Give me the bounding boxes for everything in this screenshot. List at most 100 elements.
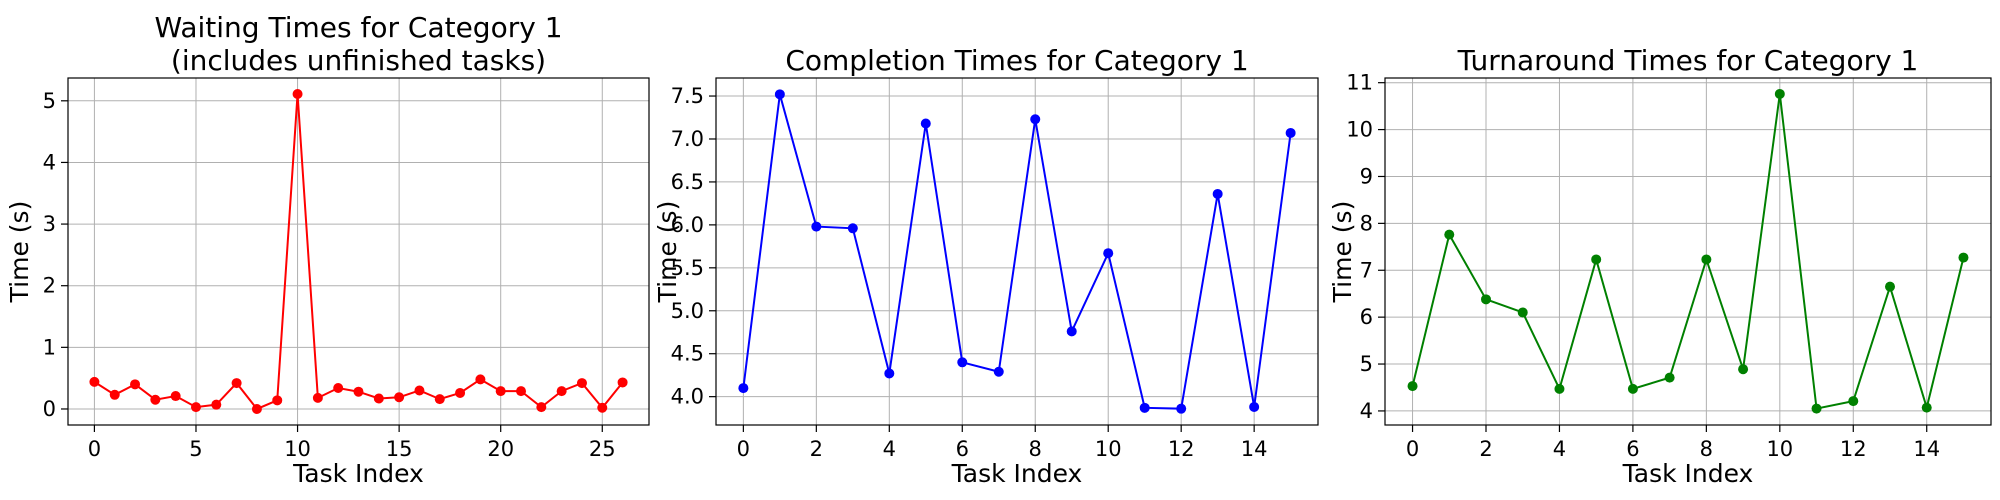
x-tick-label: 10 bbox=[1766, 437, 1793, 461]
data-point bbox=[353, 386, 364, 397]
x-tick-label: 14 bbox=[1241, 437, 1268, 461]
y-tick-label: 3 bbox=[43, 212, 56, 236]
y-tick-label: 5 bbox=[43, 89, 56, 113]
data-point bbox=[170, 391, 181, 402]
data-point bbox=[495, 386, 506, 397]
data-point bbox=[373, 393, 384, 404]
data-point bbox=[211, 399, 222, 410]
x-tick-label: 4 bbox=[1553, 437, 1566, 461]
data-point bbox=[516, 386, 527, 397]
y-tick-label: 4 bbox=[1360, 399, 1373, 423]
y-tick-label: 4.0 bbox=[671, 385, 704, 409]
data-point bbox=[536, 402, 547, 413]
series-line bbox=[93, 93, 624, 411]
y-tick-label: 5.5 bbox=[671, 256, 704, 280]
y-tick-label: 7.5 bbox=[671, 84, 704, 108]
y-tick-label: 9 bbox=[1360, 164, 1373, 188]
data-point bbox=[414, 385, 425, 396]
y-tick-label: 11 bbox=[1346, 71, 1373, 95]
axes-frame bbox=[1384, 77, 1992, 426]
chart-panel-2: 0 2 4 6 8 10 12 14 4.0 4.5 5.0 5.5 6.0 6.5 7.0 7.5 Compl… bbox=[653, 44, 1319, 488]
data-point bbox=[1517, 307, 1528, 318]
x-tick-label: 5 bbox=[189, 437, 202, 461]
chart-title: Completion Times for Category 1 bbox=[785, 44, 1248, 77]
y-tick-label: 6.5 bbox=[671, 170, 704, 194]
data-point bbox=[312, 392, 323, 403]
series-line bbox=[1411, 93, 1965, 412]
axes-frame bbox=[67, 77, 650, 426]
series-line bbox=[742, 94, 1292, 410]
y-tick-label: 8 bbox=[1360, 211, 1373, 235]
data-point bbox=[333, 383, 344, 394]
data-point bbox=[1030, 114, 1041, 125]
data-point bbox=[1811, 403, 1822, 414]
data-point bbox=[811, 221, 822, 232]
data-point bbox=[597, 402, 608, 413]
data-point bbox=[434, 394, 445, 405]
data-point bbox=[292, 89, 303, 100]
chart-panel-3: 0 2 4 6 8 10 12 14 4 5 6 7 8 9 10 11 Turnaround Times fo… bbox=[1328, 44, 1992, 488]
x-tick-label: 2 bbox=[1479, 437, 1492, 461]
data-point bbox=[920, 118, 931, 129]
x-tick-label: 6 bbox=[1626, 437, 1639, 461]
data-point bbox=[109, 389, 120, 400]
x-tick-label: 10 bbox=[1095, 437, 1122, 461]
data-point bbox=[394, 392, 405, 403]
data-point bbox=[1591, 254, 1602, 265]
data-point bbox=[556, 386, 567, 397]
data-point bbox=[1103, 248, 1114, 259]
x-tick-label: 0 bbox=[1406, 437, 1419, 461]
data-point bbox=[1407, 381, 1418, 392]
x-axis-label: Task Index bbox=[951, 459, 1083, 488]
data-point bbox=[1664, 372, 1675, 383]
data-point bbox=[475, 374, 486, 385]
y-tick-label: 5 bbox=[1360, 352, 1373, 376]
data-point bbox=[1921, 402, 1932, 413]
x-tick-label: 14 bbox=[1913, 437, 1940, 461]
y-axis-label: Time (s) bbox=[653, 201, 682, 304]
data-point bbox=[884, 368, 895, 379]
data-point bbox=[1958, 252, 1969, 263]
data-point bbox=[130, 379, 141, 390]
data-point bbox=[1885, 281, 1895, 292]
x-tick-label: 6 bbox=[956, 437, 969, 461]
data-point bbox=[150, 394, 161, 405]
y-tick-label: 6.0 bbox=[671, 213, 704, 237]
x-tick-label: 15 bbox=[386, 437, 413, 461]
y-axis-label: Time (s) bbox=[1328, 201, 1357, 304]
data-point bbox=[1701, 254, 1712, 265]
chart-title: (includes unfinished tasks) bbox=[171, 44, 546, 77]
data-point bbox=[1738, 364, 1749, 375]
data-point bbox=[957, 357, 968, 368]
data-point bbox=[847, 223, 858, 234]
axes-frame bbox=[715, 77, 1319, 426]
data-point bbox=[1481, 294, 1491, 305]
data-point bbox=[455, 387, 466, 398]
x-tick-label: 20 bbox=[487, 437, 514, 461]
x-tick-label: 12 bbox=[1840, 437, 1867, 461]
data-point bbox=[251, 403, 262, 414]
y-tick-label: 10 bbox=[1346, 118, 1373, 142]
y-tick-label: 5.0 bbox=[671, 299, 704, 323]
y-tick-label: 4.5 bbox=[671, 342, 704, 366]
data-point bbox=[1285, 127, 1296, 138]
x-tick-label: 0 bbox=[88, 437, 101, 461]
data-point bbox=[738, 383, 749, 394]
data-point bbox=[576, 378, 587, 389]
x-tick-label: 12 bbox=[1168, 437, 1195, 461]
x-axis-label: Task Index bbox=[1622, 459, 1754, 488]
data-point bbox=[1848, 396, 1859, 407]
y-axis-label: Time (s) bbox=[5, 201, 34, 304]
y-tick-label: 7 bbox=[1360, 258, 1373, 282]
data-point bbox=[1212, 188, 1223, 199]
y-tick-label: 1 bbox=[43, 335, 56, 359]
data-point bbox=[190, 402, 201, 413]
data-point bbox=[1627, 383, 1638, 394]
data-point bbox=[1444, 229, 1455, 240]
x-tick-label: 8 bbox=[1029, 437, 1042, 461]
chart-title: Turnaround Times for Category 1 bbox=[1457, 44, 1919, 77]
data-point bbox=[89, 376, 100, 387]
chart-panel-1: 0 5 10 15 20 25 0 1 2 3 4 5 Waiting Times for Catego… bbox=[5, 11, 650, 488]
x-tick-label: 10 bbox=[284, 437, 311, 461]
